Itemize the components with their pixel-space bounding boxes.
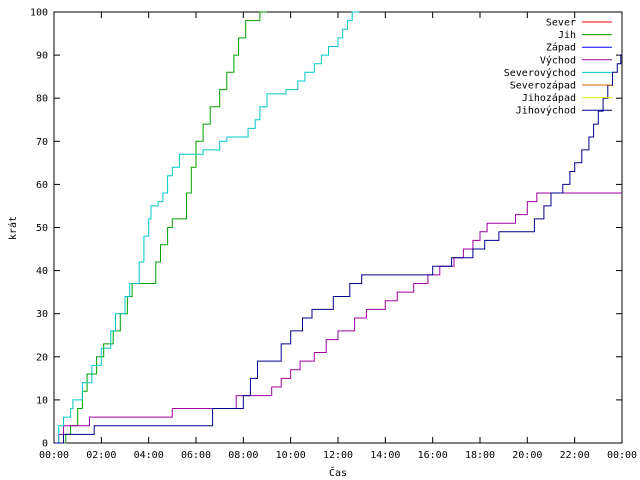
legend-label: Severozápad — [510, 80, 576, 92]
y-tick-label: 0 — [42, 439, 48, 450]
x-tick-label: 06:00 — [181, 450, 211, 461]
y-tick-label: 40 — [36, 266, 48, 277]
x-axis-label: Čas — [329, 466, 347, 479]
y-tick-label: 30 — [36, 309, 48, 320]
x-tick-label: 00:00 — [39, 450, 69, 461]
legend: SeverJihZápadVýchodSeverovýchodSeverozáp… — [504, 18, 612, 117]
legend-label: Jih — [558, 30, 576, 41]
x-tick-label: 18:00 — [465, 450, 495, 461]
legend-label: Severovýchod — [504, 67, 576, 79]
y-tick-label: 20 — [36, 352, 48, 363]
legend-label: Západ — [546, 42, 576, 54]
y-tick-label: 90 — [36, 51, 48, 62]
x-axis-ticks: 00:00 02:00 04:00 06:00 08:00 10:00 12:00 14:00… — [39, 12, 637, 461]
x-tick-label: 00:00 — [607, 450, 637, 461]
x-tick-label: 16:00 — [418, 450, 448, 461]
x-tick-label: 10:00 — [276, 450, 306, 461]
x-tick-label: 12:00 — [323, 450, 353, 461]
series-line-3 — [54, 192, 622, 444]
x-tick-label: 20:00 — [512, 450, 542, 461]
series-layer — [54, 11, 622, 444]
y-tick-label: 50 — [36, 223, 48, 234]
x-tick-label: 14:00 — [370, 450, 400, 461]
y-tick-label: 70 — [36, 137, 48, 148]
series-line-4 — [54, 11, 360, 444]
series-line-1 — [54, 11, 267, 444]
y-tick-label: 80 — [36, 94, 48, 105]
legend-label: Jihozápad — [522, 92, 576, 104]
y-tick-label: 10 — [36, 395, 48, 406]
legend-label: Východ — [540, 54, 576, 66]
legend-label: Jihovýchod — [516, 105, 576, 117]
x-tick-label: 04:00 — [134, 450, 164, 461]
x-tick-label: 02:00 — [86, 450, 116, 461]
legend-label: Sever — [546, 18, 576, 29]
y-tick-label: 60 — [36, 180, 48, 191]
y-axis-ticks: 0 10 20 30 40 50 60 70 80 90 100 — [30, 8, 622, 450]
series-line-7 — [54, 54, 622, 444]
y-tick-label: 100 — [30, 8, 48, 19]
x-tick-label: 22:00 — [560, 450, 590, 461]
y-axis-label: krát — [7, 216, 19, 240]
x-tick-label: 08:00 — [228, 450, 258, 461]
